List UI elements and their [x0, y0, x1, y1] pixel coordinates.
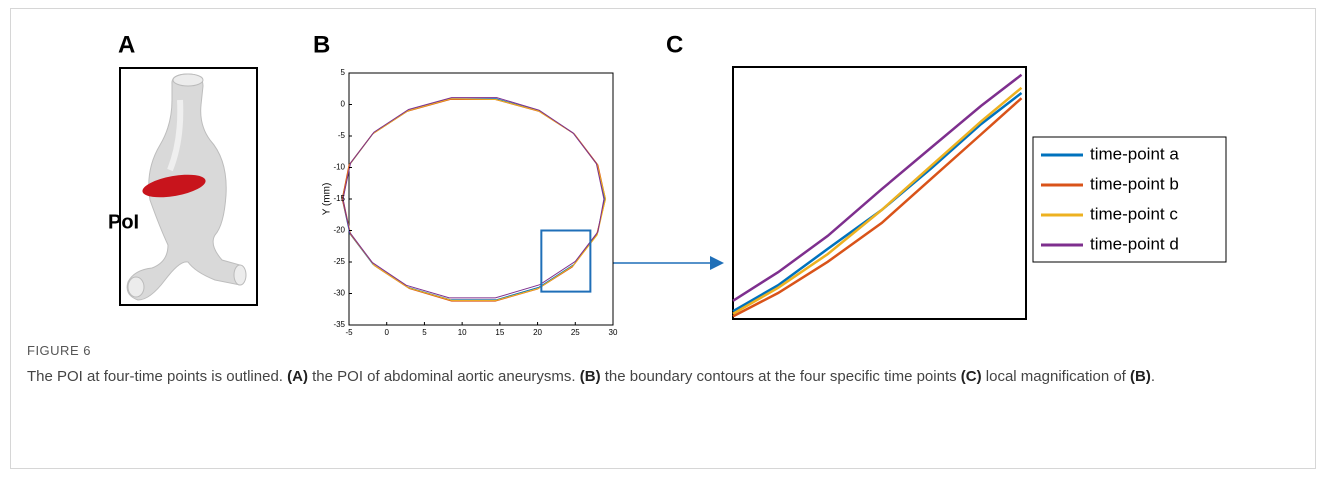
legend-label: time-point c: [1090, 204, 1178, 223]
figure-frame: [10, 8, 1316, 469]
x-tick-label: -5: [345, 328, 353, 337]
y-tick-label: -20: [333, 226, 345, 235]
y-tick-label: 0: [341, 100, 346, 109]
caption-ref: (C): [960, 368, 982, 385]
caption-part: The POI at four-time points is outlined.: [27, 368, 288, 385]
y-tick-label: -30: [333, 289, 345, 298]
x-tick-label: 0: [384, 328, 389, 337]
caption-label: FIGURE 6: [27, 343, 91, 358]
legend-label: time-point a: [1090, 144, 1179, 163]
y-tick-label: -15: [333, 194, 345, 203]
legend-label: time-point d: [1090, 234, 1179, 253]
zoom-axes: [732, 66, 1027, 320]
series-line: [342, 97, 605, 299]
x-tick-label: 30: [609, 328, 618, 337]
x-tick-label: 20: [533, 328, 542, 337]
x-tick-label: 10: [458, 328, 467, 337]
arrow-head: [710, 256, 724, 270]
caption-text: The POI at four-time points is outlined.…: [27, 366, 1297, 388]
series-line: [732, 73, 1023, 302]
y-axis-label: Y (mm): [322, 183, 333, 216]
series-line: [732, 97, 1023, 318]
caption-part: the POI of abdominal aortic aneurysms.: [307, 368, 580, 385]
y-tick-label: -35: [333, 320, 345, 329]
figure: A B C PoI -5 0 5 10 15 20 25 30 5 0 -5 -10 -15 -20 -25…: [108, 31, 1227, 337]
panel-label: B: [313, 31, 330, 58]
y-tick-label: -10: [333, 163, 345, 172]
caption-ref: (A): [287, 368, 308, 385]
plot-area: [348, 72, 614, 326]
y-tick-label: -5: [338, 131, 346, 140]
caption-ref: (B): [579, 368, 601, 385]
panel-label: C: [666, 31, 683, 58]
legend-box: [1032, 136, 1227, 263]
caption-ref: (B): [1130, 368, 1151, 385]
series-line: [732, 86, 1023, 315]
caption-part: .: [1150, 368, 1156, 385]
caption-part: the boundary contours at the four specif…: [600, 368, 961, 385]
y-tick-label: -25: [333, 257, 345, 266]
x-tick-label: 15: [495, 328, 504, 337]
legend-label: time-point b: [1090, 174, 1179, 193]
aneurysm-illustration: [119, 67, 258, 306]
y-tick-label: 5: [341, 68, 346, 77]
x-tick-label: 5: [422, 328, 427, 337]
x-tick-label: 25: [571, 328, 580, 337]
caption-part: local magnification of: [981, 368, 1131, 385]
poi-label: PoI: [108, 211, 139, 233]
series-line: [732, 92, 1023, 313]
panel-label: A: [118, 31, 135, 58]
zoom-box: [540, 229, 592, 293]
